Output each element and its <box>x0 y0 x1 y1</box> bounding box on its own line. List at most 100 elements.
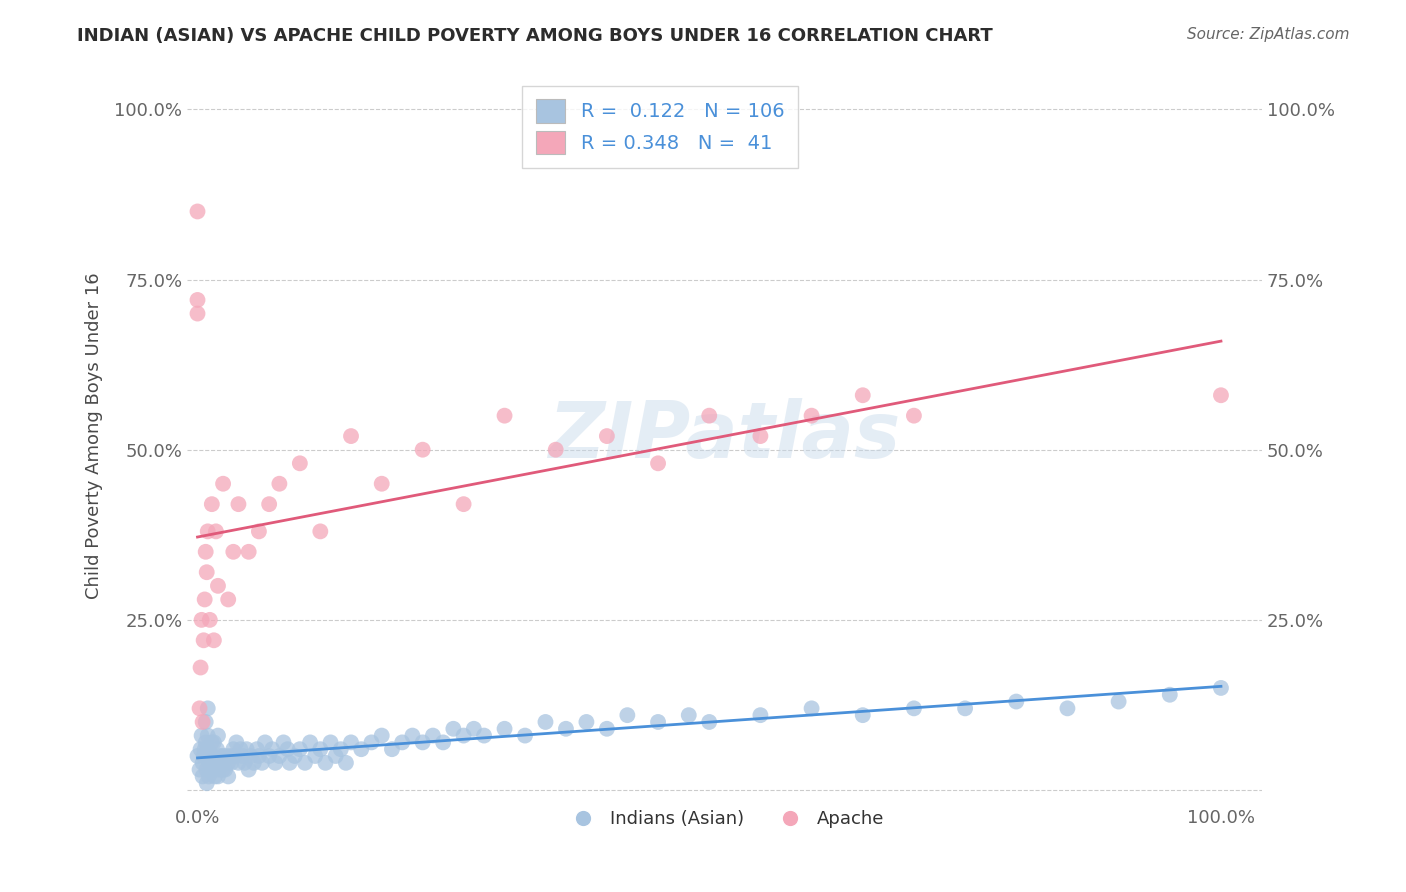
Point <box>412 442 434 457</box>
Point <box>190 742 212 756</box>
Point <box>194 592 217 607</box>
Point <box>903 701 925 715</box>
Point <box>370 729 392 743</box>
Point <box>224 749 246 764</box>
Point <box>647 714 669 729</box>
Point <box>195 763 218 777</box>
Point <box>616 708 638 723</box>
Point <box>229 742 252 756</box>
Point <box>197 769 219 783</box>
Point <box>222 545 245 559</box>
Point <box>197 524 219 539</box>
Text: INDIAN (ASIAN) VS APACHE CHILD POVERTY AMONG BOYS UNDER 16 CORRELATION CHART: INDIAN (ASIAN) VS APACHE CHILD POVERTY A… <box>77 27 993 45</box>
Point <box>1108 694 1130 708</box>
Point <box>186 307 208 321</box>
Point <box>204 769 226 783</box>
Point <box>432 735 454 749</box>
Point <box>494 722 516 736</box>
Point <box>370 476 392 491</box>
Point <box>205 524 228 539</box>
Point <box>205 742 228 756</box>
Point <box>534 714 557 729</box>
Point <box>207 769 229 783</box>
Point <box>299 735 322 749</box>
Point <box>800 409 823 423</box>
Point <box>453 729 475 743</box>
Point <box>247 749 270 764</box>
Point <box>217 769 239 783</box>
Point <box>513 729 536 743</box>
Point <box>544 442 567 457</box>
Point <box>235 742 257 756</box>
Point <box>250 756 273 770</box>
Point <box>257 497 280 511</box>
Point <box>188 701 211 715</box>
Point <box>243 756 266 770</box>
Point <box>401 729 423 743</box>
Y-axis label: Child Poverty Among Boys Under 16: Child Poverty Among Boys Under 16 <box>86 273 103 599</box>
Point <box>194 545 217 559</box>
Point <box>195 566 218 580</box>
Point <box>284 749 307 764</box>
Text: ZIPatlas: ZIPatlas <box>548 398 901 474</box>
Point <box>472 729 495 743</box>
Point <box>201 735 224 749</box>
Point <box>239 749 262 764</box>
Point <box>360 735 382 749</box>
Point <box>391 735 413 749</box>
Point <box>304 749 326 764</box>
Point <box>314 756 336 770</box>
Point <box>190 729 212 743</box>
Point <box>193 633 215 648</box>
Point <box>1159 688 1181 702</box>
Point <box>197 701 219 715</box>
Point <box>697 714 720 729</box>
Point <box>903 409 925 423</box>
Point <box>335 756 357 770</box>
Point <box>494 409 516 423</box>
Point <box>197 742 219 756</box>
Point <box>194 742 217 756</box>
Point <box>202 735 225 749</box>
Point <box>205 756 228 770</box>
Point <box>200 749 222 764</box>
Point <box>340 735 363 749</box>
Point <box>232 749 254 764</box>
Point <box>288 742 311 756</box>
Point <box>800 701 823 715</box>
Point <box>269 749 291 764</box>
Point <box>208 763 231 777</box>
Point <box>198 613 221 627</box>
Point <box>749 429 772 443</box>
Point <box>222 742 245 756</box>
Point <box>262 742 284 756</box>
Point <box>233 756 256 770</box>
Point <box>350 742 373 756</box>
Point <box>207 729 229 743</box>
Point <box>697 409 720 423</box>
Point <box>195 776 218 790</box>
Point <box>217 756 239 770</box>
Point <box>208 749 231 764</box>
Point <box>1056 701 1078 715</box>
Point <box>953 701 976 715</box>
Point <box>647 456 669 470</box>
Point <box>209 756 232 770</box>
Point <box>422 729 444 743</box>
Point <box>198 756 221 770</box>
Point <box>596 429 619 443</box>
Point <box>319 735 342 749</box>
Point <box>309 742 332 756</box>
Point <box>1209 388 1232 402</box>
Point <box>1209 681 1232 695</box>
Point <box>273 735 295 749</box>
Point <box>186 749 208 764</box>
Point <box>217 592 239 607</box>
Point <box>191 769 214 783</box>
Point <box>225 735 247 749</box>
Point <box>247 524 270 539</box>
Point <box>441 722 464 736</box>
Point <box>238 763 260 777</box>
Point <box>190 660 212 674</box>
Point <box>194 735 217 749</box>
